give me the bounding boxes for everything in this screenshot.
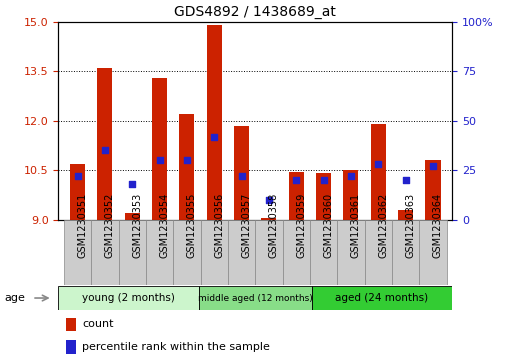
Bar — [66, 318, 76, 331]
Bar — [419, 220, 447, 285]
Point — [155, 157, 164, 163]
Bar — [256, 220, 282, 285]
Text: percentile rank within the sample: percentile rank within the sample — [82, 342, 270, 352]
Point — [128, 181, 136, 187]
Bar — [98, 68, 112, 220]
Text: young (2 months): young (2 months) — [82, 293, 175, 303]
Bar — [234, 126, 249, 220]
Bar — [262, 218, 276, 220]
Bar — [91, 220, 118, 285]
Point — [183, 157, 191, 163]
Bar — [64, 220, 91, 285]
Bar — [207, 25, 222, 220]
Bar — [365, 220, 392, 285]
Point — [292, 177, 300, 183]
Bar — [58, 286, 199, 310]
Bar — [125, 213, 140, 220]
Text: GSM1230357: GSM1230357 — [242, 193, 251, 258]
Text: GSM1230362: GSM1230362 — [378, 193, 388, 258]
Title: GDS4892 / 1438689_at: GDS4892 / 1438689_at — [174, 5, 336, 19]
Text: GSM1230354: GSM1230354 — [160, 193, 170, 258]
Bar — [311, 286, 452, 310]
Point — [402, 177, 410, 183]
Bar — [398, 210, 413, 220]
Text: GSM1230363: GSM1230363 — [406, 193, 416, 258]
Bar — [70, 164, 85, 220]
Bar — [146, 220, 173, 285]
Text: GSM1230353: GSM1230353 — [132, 193, 142, 258]
Text: GSM1230360: GSM1230360 — [324, 193, 334, 258]
Text: GSM1230364: GSM1230364 — [433, 193, 443, 258]
Text: GSM1230351: GSM1230351 — [78, 193, 87, 258]
Point — [265, 197, 273, 203]
Text: GSM1230352: GSM1230352 — [105, 193, 115, 258]
Point — [347, 173, 355, 179]
Bar — [199, 286, 311, 310]
Text: GSM1230358: GSM1230358 — [269, 193, 279, 258]
Bar — [201, 220, 228, 285]
Text: GSM1230356: GSM1230356 — [214, 193, 224, 258]
Point — [74, 173, 82, 179]
Bar — [426, 160, 440, 220]
Text: middle aged (12 months): middle aged (12 months) — [198, 294, 312, 302]
Bar — [173, 220, 201, 285]
Point — [101, 147, 109, 153]
Bar — [392, 220, 419, 285]
Text: aged (24 months): aged (24 months) — [335, 293, 428, 303]
Bar — [310, 220, 337, 285]
Bar — [343, 170, 359, 220]
Bar — [371, 124, 386, 220]
Bar — [337, 220, 365, 285]
Bar — [66, 340, 76, 354]
Point — [238, 173, 246, 179]
Text: GSM1230355: GSM1230355 — [187, 193, 197, 258]
Text: count: count — [82, 319, 114, 330]
Bar — [316, 174, 331, 220]
Bar — [152, 78, 167, 220]
Point — [429, 163, 437, 169]
Bar — [289, 172, 304, 220]
Text: age: age — [5, 293, 25, 303]
Bar — [118, 220, 146, 285]
Text: GSM1230361: GSM1230361 — [351, 193, 361, 258]
Text: GSM1230359: GSM1230359 — [296, 193, 306, 258]
Bar — [179, 114, 195, 220]
Bar — [228, 220, 255, 285]
Point — [320, 177, 328, 183]
Bar — [282, 220, 310, 285]
Point — [210, 134, 218, 139]
Point — [374, 161, 383, 167]
